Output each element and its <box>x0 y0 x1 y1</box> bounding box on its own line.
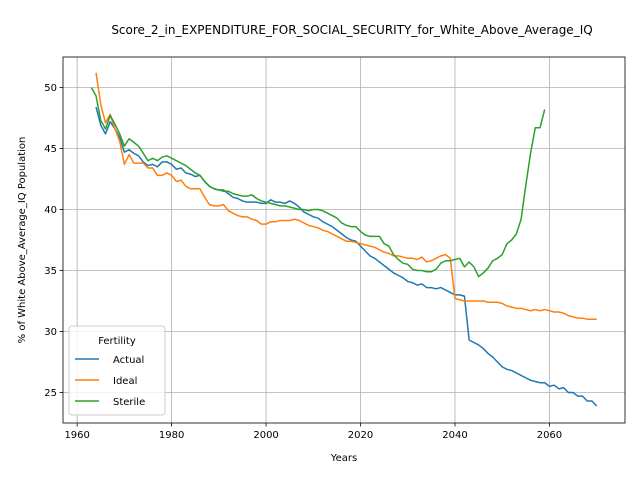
y-axis-label: % of White Above_Average_IQ Population <box>17 137 28 344</box>
series-line-sterile <box>90 87 546 278</box>
legend-label-actual: Actual <box>113 355 144 366</box>
x-axis-label: Years <box>330 453 357 464</box>
plot-frame <box>62 56 626 424</box>
series-line-actual <box>95 106 598 407</box>
x-tick-label: 2020 <box>348 430 373 441</box>
ticks: 1960 1980 2000 2020 2040 2060 25 30 35 40 45 50 <box>44 83 562 441</box>
chart-title: Score_2_in_EXPENDITURE_FOR_SOCIAL_SECURI… <box>111 23 592 37</box>
y-tick-label: 25 <box>44 388 57 399</box>
series-line-ideal <box>95 72 597 321</box>
x-tick-label: 1980 <box>159 430 184 441</box>
x-tick-label: 2060 <box>537 430 562 441</box>
legend-box <box>68 325 166 416</box>
series-layer <box>90 72 598 407</box>
y-tick-label: 50 <box>44 83 57 94</box>
legend-label-ideal: Ideal <box>113 376 137 387</box>
x-tick-label: 2000 <box>253 430 278 441</box>
legend: Fertility Actual Ideal Sterile <box>68 325 166 416</box>
x-tick-label: 2040 <box>442 430 467 441</box>
y-tick-label: 40 <box>44 205 57 216</box>
y-tick-label: 30 <box>44 327 57 338</box>
legend-label-sterile: Sterile <box>113 397 145 408</box>
y-tick-label: 45 <box>44 144 57 155</box>
x-tick-label: 1960 <box>64 430 89 441</box>
y-tick-label: 35 <box>44 266 57 277</box>
legend-title: Fertility <box>98 336 136 347</box>
